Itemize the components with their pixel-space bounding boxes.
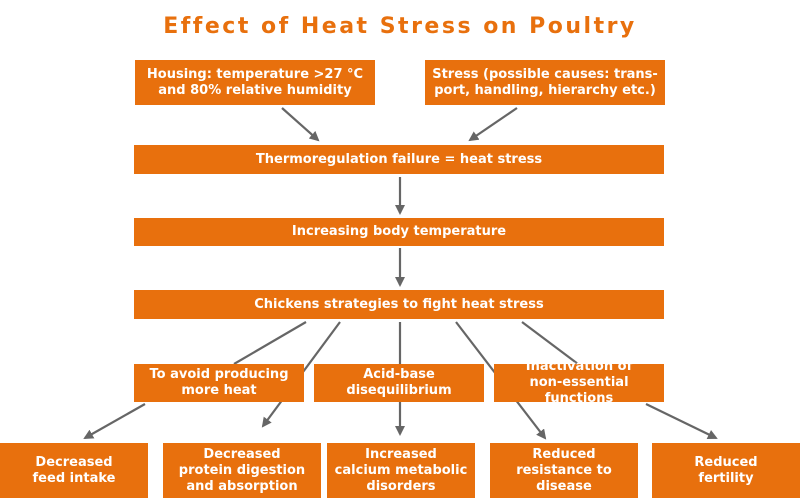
line-strategies-to-inactivation [521,321,579,365]
box-feed-intake: Decreased feed intake [0,443,148,498]
box-housing: Housing: temperature >27 °C and 80% rela… [135,60,375,105]
box-body-temperature: Increasing body temperature [134,218,664,246]
box-resistance: Reduced resistance to disease [490,443,638,498]
box-calcium: Increased calcium metabolic disorders [327,443,475,498]
box-thermoregulation: Thermoregulation failure = heat stress [134,145,664,174]
diagram-title: Effect of Heat Stress on Poultry [163,14,637,39]
box-stress: Stress (possible causes: trans- port, ha… [425,60,665,105]
box-inactivation: Inactivation of non-essential functions [494,359,664,406]
box-avoid-heat: To avoid producing more heat [134,364,304,402]
box-strategies: Chickens strategies to fight heat stress [134,290,664,319]
arrow-avoid-heat-to-feed-intake [83,403,146,439]
box-acid-base: Acid-base disequilibrium [314,364,484,402]
line-strategies-to-avoid-heat [233,321,307,365]
arrow-stress-to-thermoregulation [468,107,518,142]
arrow-housing-to-thermoregulation [281,107,320,142]
arrow-inactivation-to-fertility [645,403,718,440]
box-fertility: Reduced fertility [652,443,800,498]
box-protein: Decreased protein digestion and absorpti… [163,443,321,498]
